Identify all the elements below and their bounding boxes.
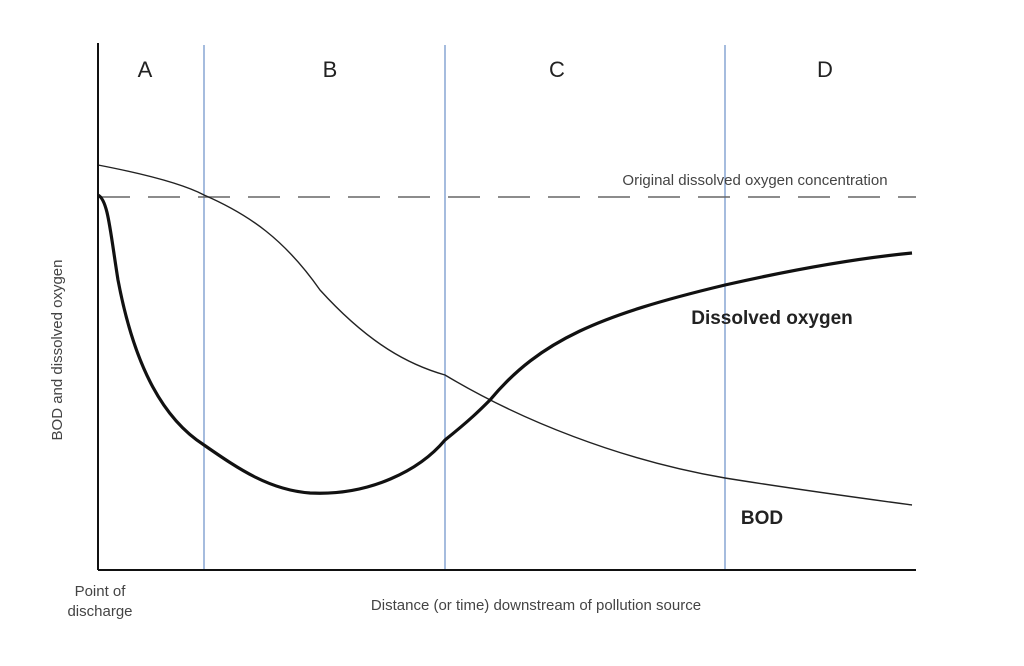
curve-label: BOD xyxy=(741,508,783,529)
zone-label: A xyxy=(138,57,153,82)
reference-label: Original dissolved oxygen concentration xyxy=(622,172,887,189)
y-axis-label: BOD and dissolved oxygen xyxy=(49,260,66,441)
zone-label: B xyxy=(323,57,338,82)
zone-label: C xyxy=(549,57,565,82)
origin-label: discharge xyxy=(67,603,132,620)
curve-label: Dissolved oxygen xyxy=(691,308,853,329)
dissolved-oxygen-curve xyxy=(97,193,913,495)
bod-curve xyxy=(97,164,913,506)
zone-label: D xyxy=(817,57,833,82)
origin-label: Point of xyxy=(75,583,127,600)
x-axis-label: Distance (or time) downstream of polluti… xyxy=(371,597,701,614)
